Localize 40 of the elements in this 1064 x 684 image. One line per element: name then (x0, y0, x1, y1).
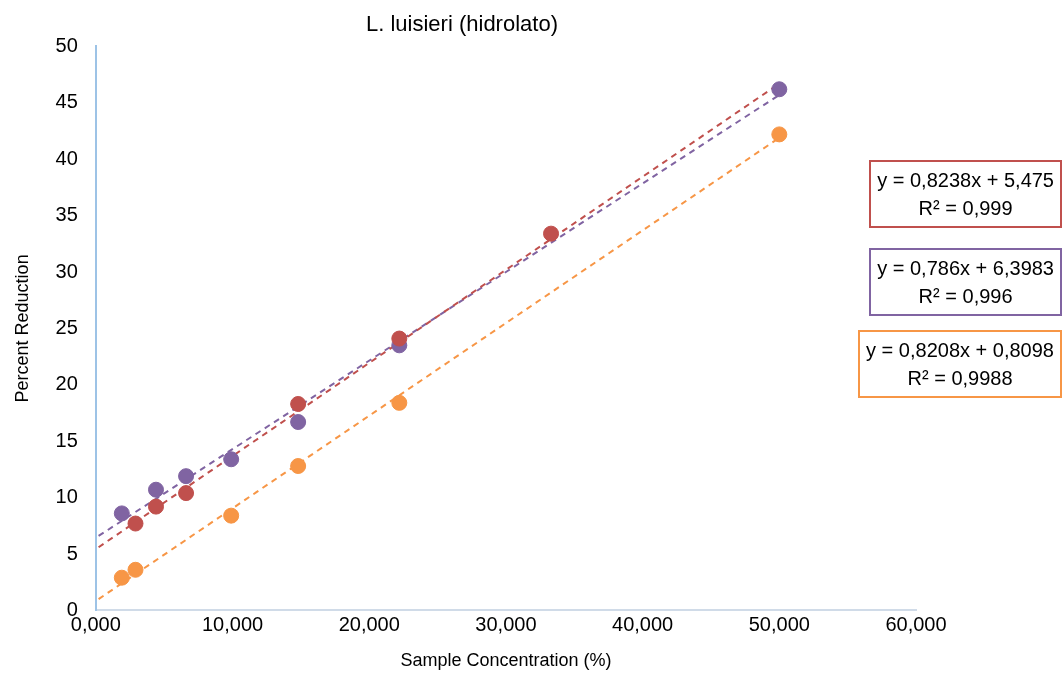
y-tick-label: 25 (55, 315, 78, 338)
point (127, 515, 144, 532)
x-tick-label: 20,000 (338, 612, 400, 635)
point (223, 507, 240, 524)
y-tick-label: 10 (55, 485, 78, 508)
point (113, 569, 130, 586)
x-tick-label: 60,000 (885, 612, 947, 635)
annotation: y = 0,8238x + 5,475 R² = 0,999 (877, 168, 1054, 221)
point (771, 81, 788, 98)
chart-title: L. luisieri (hidrolato) (366, 11, 558, 37)
x-axis-title: Sample Concentration (%) (400, 650, 612, 671)
point (127, 561, 144, 578)
point (147, 498, 164, 515)
x-tick-label: 10,000 (201, 612, 264, 635)
y-tick-label: 45 (55, 90, 78, 113)
point (290, 414, 307, 431)
point (391, 330, 408, 347)
y-tick-label: 15 (55, 428, 78, 451)
annotation: y = 0,786x + 6,3983 R² = 0,996 (877, 256, 1054, 309)
point (113, 505, 130, 522)
y-tick-label: 50 (55, 33, 78, 56)
point (771, 126, 788, 143)
point (178, 485, 195, 502)
point (391, 394, 408, 411)
y-axis-title: Percent Reduction (11, 254, 32, 403)
y-tick-label: 40 (55, 146, 78, 169)
x-tick-label: 40,000 (612, 612, 674, 635)
point (147, 481, 164, 498)
point (543, 225, 560, 242)
annotation: y = 0,8208x + 0,8098 R² = 0,9988 (866, 338, 1054, 391)
point (178, 468, 195, 485)
y-tick-label: 20 (55, 372, 78, 395)
y-tick-label: 5 (66, 541, 78, 564)
point (290, 458, 307, 475)
y-tick-label: 35 (55, 203, 78, 226)
point (290, 395, 307, 412)
x-tick-label: 30,000 (475, 612, 537, 635)
y-tick-label: 30 (55, 259, 78, 282)
x-tick-label: 50,000 (748, 612, 810, 635)
point (223, 451, 240, 468)
